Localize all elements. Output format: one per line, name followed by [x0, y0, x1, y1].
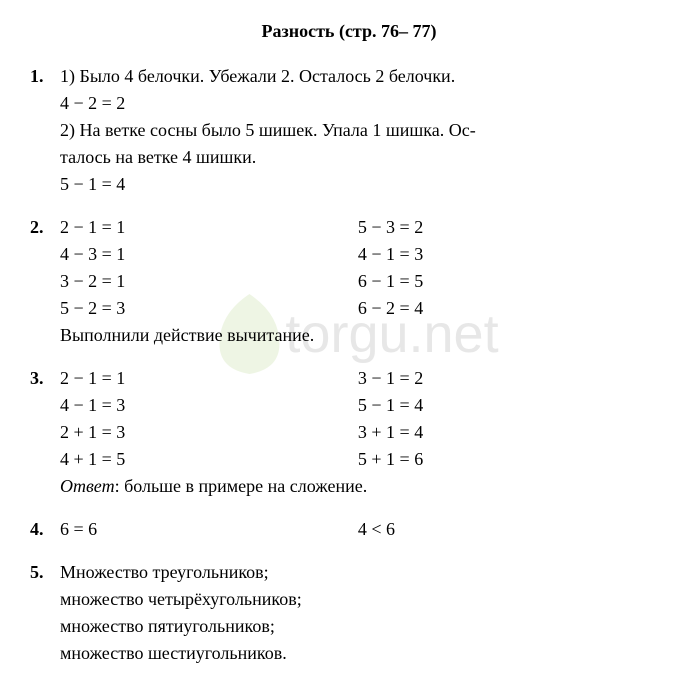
equation: 5 − 2 = 3	[60, 295, 358, 322]
left-column: 6 = 6	[60, 516, 358, 543]
equation: 6 − 2 = 4	[358, 295, 668, 322]
text-line: талось на ветке 4 шишки.	[60, 144, 668, 171]
problem-4: 4. 6 = 6 4 < 6	[30, 516, 668, 543]
right-column: 4 < 6	[358, 516, 668, 543]
two-column-layout: 2 − 1 = 1 4 − 1 = 3 2 + 1 = 3 4 + 1 = 5 …	[60, 365, 668, 473]
problem-5: 5. Множество треугольников; множество че…	[30, 559, 668, 667]
equation: 4 < 6	[358, 516, 668, 543]
text-line: множество пятиугольников;	[60, 613, 668, 640]
page-title: Разность (стр. 76– 77)	[30, 18, 668, 45]
equation: 5 + 1 = 6	[358, 446, 668, 473]
right-column: 3 − 1 = 2 5 − 1 = 4 3 + 1 = 4 5 + 1 = 6	[358, 365, 668, 473]
equation: 5 − 3 = 2	[358, 214, 668, 241]
two-column-layout: 6 = 6 4 < 6	[60, 516, 668, 543]
text-line: 2) На ветке сосны было 5 шишек. Упала 1 …	[60, 117, 668, 144]
equation: 4 + 1 = 5	[60, 446, 358, 473]
right-column: 5 − 3 = 2 4 − 1 = 3 6 − 1 = 5 6 − 2 = 4	[358, 214, 668, 322]
equation: 6 − 1 = 5	[358, 268, 668, 295]
problem-number: 2.	[30, 214, 60, 241]
problem-body: Множество треугольников; множество четыр…	[60, 559, 668, 667]
equation: 6 = 6	[60, 516, 358, 543]
problem-number: 5.	[30, 559, 60, 586]
equation: 4 − 1 = 3	[60, 392, 358, 419]
equation: 2 + 1 = 3	[60, 419, 358, 446]
equation: 5 − 1 = 4	[358, 392, 668, 419]
equation: 2 − 1 = 1	[60, 365, 358, 392]
left-column: 2 − 1 = 1 4 − 1 = 3 2 + 1 = 3 4 + 1 = 5	[60, 365, 358, 473]
equation: 3 − 1 = 2	[358, 365, 668, 392]
problem-body: 1) Было 4 белочки. Убежали 2. Осталось 2…	[60, 63, 668, 198]
problem-3: 3. 2 − 1 = 1 4 − 1 = 3 2 + 1 = 3 4 + 1 =…	[30, 365, 668, 500]
text-line: Выполнили действие вычитание.	[60, 322, 668, 349]
document-content: Разность (стр. 76– 77) 1. 1) Было 4 бело…	[30, 18, 668, 667]
text-line: 1) Было 4 белочки. Убежали 2. Осталось 2…	[60, 63, 668, 90]
answer-line: Ответ: больше в примере на сложение.	[60, 473, 668, 500]
equation: 4 − 2 = 2	[60, 90, 668, 117]
left-column: 2 − 1 = 1 4 − 3 = 1 3 − 2 = 1 5 − 2 = 3	[60, 214, 358, 322]
problem-body: 2 − 1 = 1 4 − 1 = 3 2 + 1 = 3 4 + 1 = 5 …	[60, 365, 668, 500]
answer-text: : больше в примере на сложение.	[115, 476, 368, 496]
problem-number: 4.	[30, 516, 60, 543]
problem-body: 6 = 6 4 < 6	[60, 516, 668, 543]
text-line: множество четырёхугольников;	[60, 586, 668, 613]
problem-body: 2 − 1 = 1 4 − 3 = 1 3 − 2 = 1 5 − 2 = 3 …	[60, 214, 668, 349]
text-line: множество шестиугольников.	[60, 640, 668, 667]
problem-1: 1. 1) Было 4 белочки. Убежали 2. Осталос…	[30, 63, 668, 198]
problem-number: 1.	[30, 63, 60, 90]
text-line: Множество треугольников;	[60, 559, 668, 586]
problem-2: 2. 2 − 1 = 1 4 − 3 = 1 3 − 2 = 1 5 − 2 =…	[30, 214, 668, 349]
two-column-layout: 2 − 1 = 1 4 − 3 = 1 3 − 2 = 1 5 − 2 = 3 …	[60, 214, 668, 322]
equation: 3 − 2 = 1	[60, 268, 358, 295]
equation: 5 − 1 = 4	[60, 171, 668, 198]
equation: 4 − 3 = 1	[60, 241, 358, 268]
equation: 2 − 1 = 1	[60, 214, 358, 241]
equation: 3 + 1 = 4	[358, 419, 668, 446]
answer-label: Ответ	[60, 476, 115, 496]
equation: 4 − 1 = 3	[358, 241, 668, 268]
problem-number: 3.	[30, 365, 60, 392]
